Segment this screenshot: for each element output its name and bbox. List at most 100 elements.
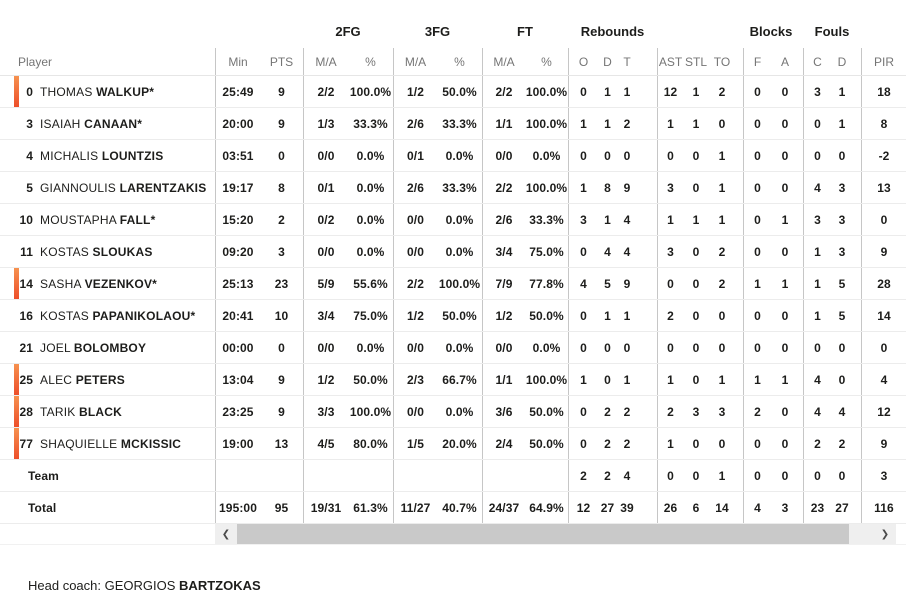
blocks-against-cell: 0 [781, 244, 789, 259]
jersey-number: 16 [19, 308, 33, 323]
fouls-committed-cell: 4 [803, 364, 831, 395]
points-cell: 2 [278, 212, 285, 227]
scroll-right-button[interactable]: ❯ [874, 524, 896, 544]
turnovers-cell: 0 [718, 436, 726, 451]
blocks-against-cell: 1 [781, 372, 789, 387]
points-cell: 10 [274, 308, 289, 323]
ft-percentage-cell: 50.0% [529, 308, 564, 323]
pir-cell: 18 [861, 76, 906, 107]
ft-made-attempts-cell: 2/2 [482, 172, 525, 203]
chevron-left-icon: ❮ [221, 528, 231, 540]
player-row: 3 ISAIAH CANAAN* 20:00 9 1/3 33.3% 2/6 33.3% 1/1… [0, 108, 906, 140]
spacer [853, 460, 861, 491]
group-header-3fg: 3FG [424, 24, 451, 39]
player-cell[interactable]: 25 ALEC PETERS [0, 364, 215, 395]
total-rebounds-cell: 39 [620, 500, 634, 515]
spacer [735, 396, 743, 427]
minutes-cell: 19:00 [215, 428, 260, 459]
3fg-made-attempts-cell: 0/0 [393, 332, 437, 363]
player-cell[interactable]: 10 MOUSTAPHA FALL* [0, 204, 215, 235]
player-cell[interactable]: 5 GIANNOULIS LARENTZAKIS [0, 172, 215, 203]
scrollbar-thumb[interactable] [237, 524, 849, 544]
2fg-percentage-cell: 50.0% [353, 372, 388, 387]
row-label: Team [28, 468, 59, 483]
2fg-made-attempts-cell: 1/2 [303, 364, 348, 395]
blocks-against-cell: 0 [781, 468, 789, 483]
ft-made-attempts-cell: 0/0 [482, 332, 525, 363]
spacer [853, 140, 861, 171]
player-cell[interactable]: 28 TARIK BLACK [0, 396, 215, 427]
minutes-cell [215, 460, 260, 491]
blocks-favour-cell: 0 [743, 236, 771, 267]
ft-made-attempts-cell [482, 460, 525, 491]
fouls-drawn-cell: 0 [838, 372, 846, 387]
fouls-drawn-cell: 3 [838, 212, 846, 227]
jersey-number: 11 [20, 244, 33, 259]
2fg-made-attempts-cell: 3/4 [303, 300, 348, 331]
fouls-committed-cell: 0 [803, 460, 831, 491]
col-header-fouls-drawn: D [837, 54, 847, 69]
col-header-2fg-pct: % [365, 54, 376, 69]
player-row: 16 KOSTAS PAPANIKOLAOU* 20:41 10 3/4 75.0% 1/2… [0, 300, 906, 332]
chevron-right-icon: ❯ [880, 528, 890, 540]
spacer [637, 140, 657, 171]
pir-cell: 12 [861, 396, 906, 427]
box-score-panel: 2FG 3FG FT Rebounds Blocks Fouls Player … [0, 24, 906, 593]
col-header-fouls-committed: C [803, 48, 831, 75]
pir-cell: 28 [861, 268, 906, 299]
player-cell[interactable]: 77 SHAQUIELLE MCKISSIC [0, 428, 215, 459]
spacer [637, 76, 657, 107]
total-rebounds-cell: 4 [623, 468, 631, 483]
player-cell[interactable]: 11 KOSTAS SLOUKAS [0, 236, 215, 267]
minutes-cell: 09:20 [215, 236, 260, 267]
scrollbar-track[interactable] [849, 524, 874, 544]
group-header-rebounds: Rebounds [580, 24, 645, 39]
2fg-percentage-cell [348, 460, 393, 491]
horizontal-scrollbar[interactable]: ❮ ❯ [215, 524, 896, 544]
player-cell[interactable]: 16 KOSTAS PAPANIKOLAOU* [0, 300, 215, 331]
assists-cell: 3 [657, 236, 683, 267]
turnovers-cell: 2 [718, 276, 726, 291]
assists-cell: 1 [657, 364, 683, 395]
3fg-made-attempts-cell: 1/2 [393, 300, 437, 331]
points-cell: 9 [278, 404, 285, 419]
fouls-drawn-cell: 3 [838, 180, 846, 195]
blocks-favour-cell: 0 [743, 460, 771, 491]
player-name: ISAIAH CANAAN* [40, 116, 143, 131]
on-court-indicator [14, 268, 19, 299]
scroll-left-button[interactable]: ❮ [215, 524, 237, 544]
3fg-percentage-cell: 40.7% [442, 500, 477, 515]
jersey-number: 4 [26, 148, 33, 163]
fouls-committed-cell: 4 [803, 396, 831, 427]
offensive-rebounds-cell: 1 [568, 172, 598, 203]
spacer [853, 364, 861, 395]
player-cell[interactable]: 4 MICHALIS LOUNTZIS [0, 140, 215, 171]
player-cell[interactable]: 14 SASHA VEZENKOV* [0, 268, 215, 299]
player-cell[interactable]: 0 THOMAS WALKUP* [0, 76, 215, 107]
offensive-rebounds-cell: 12 [568, 492, 598, 523]
steals-cell: 0 [692, 180, 700, 195]
2fg-made-attempts-cell: 0/2 [303, 204, 348, 235]
jersey-number: 14 [19, 276, 33, 291]
fouls-committed-cell: 0 [803, 140, 831, 171]
spacer [735, 172, 743, 203]
spacer [853, 204, 861, 235]
player-cell[interactable]: 21 JOEL BOLOMBOY [0, 332, 215, 363]
player-cell[interactable]: 3 ISAIAH CANAAN* [0, 108, 215, 139]
fouls-drawn-cell: 0 [838, 340, 846, 355]
3fg-percentage-cell: 0.0% [445, 404, 474, 419]
minutes-cell: 13:04 [215, 364, 260, 395]
total-rebounds-cell: 1 [623, 308, 631, 323]
group-header-2fg: 2FG [335, 24, 361, 39]
ft-percentage-cell: 0.0% [532, 148, 561, 163]
assists-cell: 0 [657, 332, 683, 363]
points-cell: 9 [278, 116, 285, 131]
2fg-made-attempts-cell: 0/0 [303, 236, 348, 267]
row-label: Total [28, 500, 57, 515]
2fg-made-attempts-cell [303, 460, 348, 491]
fouls-committed-cell: 1 [803, 236, 831, 267]
minutes-cell: 25:13 [215, 268, 260, 299]
fouls-drawn-cell: 4 [838, 404, 846, 419]
jersey-number: 5 [26, 180, 33, 195]
blocks-against-cell: 0 [781, 436, 789, 451]
